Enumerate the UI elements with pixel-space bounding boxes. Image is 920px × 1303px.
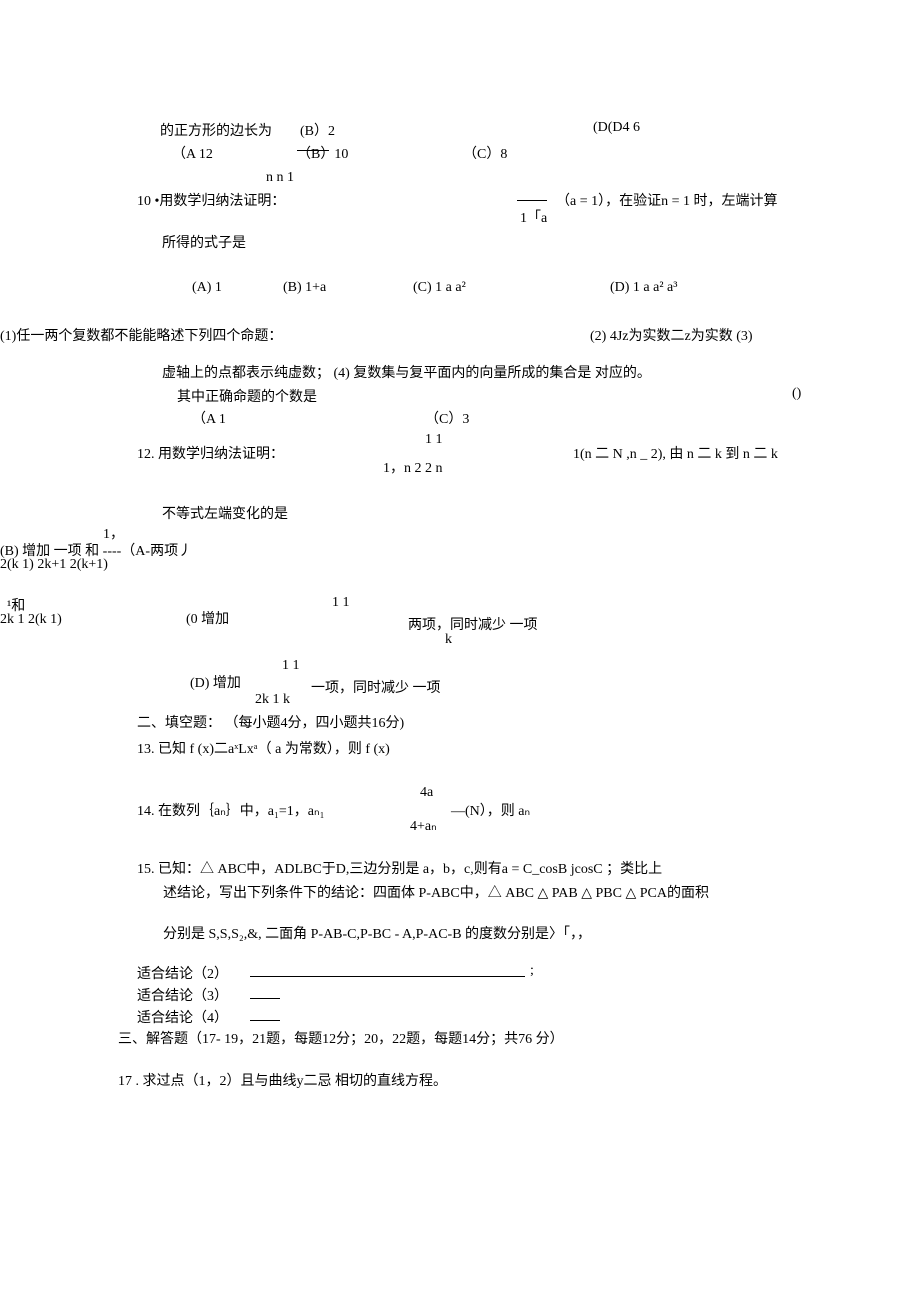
q10-stem-b: （a = 1），在验证n = 1 时，左端计算 bbox=[556, 190, 778, 210]
q10-stem-a: 10 •用数学归纳法证明： bbox=[137, 190, 285, 210]
q11-stem-right: (2) 4Jz为实数二z为实数 (3) bbox=[590, 325, 753, 345]
q15-line3: 分别是 S,S,S₂,&, 二面角 P-AB-C,P-BC - A,P-AC-B… bbox=[163, 923, 591, 943]
q12-opt-b-sub: 2(k 1) 2k+1 2(k+1) bbox=[0, 557, 108, 573]
section3-heading: 三、解答题（17- 19，21题，每题12分；20，22题，每题14分；共76 … bbox=[118, 1028, 564, 1048]
q15-line2: 述结论，写出下列条件下的结论：四面体 P-ABC中，△ ABC △ PAB △ … bbox=[163, 882, 709, 902]
q9-sub-expr: n n 1 bbox=[266, 170, 294, 186]
q15-fit3-label: 适合结论（3） bbox=[137, 985, 228, 1005]
q11-line3: 其中正确命题的个数是 bbox=[177, 386, 317, 406]
section2-heading: 二、填空题： （每小题4分，四小题共16分) bbox=[137, 712, 404, 732]
q12-opt-d: (D) 增加 bbox=[190, 672, 241, 692]
q15-fit3-blank bbox=[250, 985, 280, 999]
q14-numerator: 4a bbox=[420, 785, 433, 801]
q12-row2-b: 2k 1 2(k 1) bbox=[0, 612, 62, 628]
q11-opt-a: （A 1 bbox=[192, 408, 226, 428]
q14-denom: 4+aₙ bbox=[410, 818, 437, 835]
q14-mid: ―(N），则 aₙ bbox=[451, 800, 530, 820]
q12-opt-c-num: 1 1 bbox=[332, 595, 350, 611]
q17-text: 17 . 求过点（1，2）且与曲线y二忌 相切的直线方程。 bbox=[118, 1070, 447, 1090]
q11-opt-c: （C）3 bbox=[425, 408, 469, 428]
q11-line2: 虚轴上的点都表示纯虚数； (4) 复数集与复平面内的向量所成的集合是 对应的。 bbox=[162, 362, 651, 382]
q12-line2: 不等式左端变化的是 bbox=[162, 503, 288, 523]
q9-opt-b: （B）10 bbox=[297, 143, 348, 163]
q13-text: 13. 已知 f (x)二aˣLxᵃ（ a 为常数），则 f (x) bbox=[137, 738, 390, 758]
q12-opt-d-sub: 2k 1 k bbox=[255, 692, 290, 708]
q15-line1: 15. 已知：△ ABC中，ADLBC于D,三边分别是 a，b，c,则有a = … bbox=[137, 858, 662, 878]
q12-opt-c: (0 增加 bbox=[186, 608, 229, 628]
q10-opt-c: (C) 1 a a² bbox=[413, 280, 466, 296]
q15-fit2-semi: ; bbox=[530, 963, 534, 979]
q12-opt-c-k: k bbox=[445, 632, 452, 648]
q12-opt-d-tail: 一项，同时减少 一项 bbox=[311, 677, 441, 697]
q15-fit2-label: 适合结论（2） bbox=[137, 963, 228, 983]
fraction-line-1 bbox=[297, 150, 329, 151]
q10-opt-d: (D) 1 a a² a³ bbox=[610, 280, 677, 296]
q12-numexpr: 1 1 bbox=[425, 432, 443, 448]
q15-fit4-label: 适合结论（4） bbox=[137, 1007, 228, 1027]
q9-opt-d-top: (D(D4 6 bbox=[593, 120, 640, 136]
q10-sub-expr: 1「a bbox=[520, 207, 547, 227]
q9-opt-a: （A 12 bbox=[172, 143, 213, 163]
q10-opt-b: (B) 1+a bbox=[283, 280, 326, 296]
q15-fit4-blank bbox=[250, 1007, 280, 1021]
fraction-line-2 bbox=[517, 200, 547, 201]
q15-fit2-blank bbox=[250, 963, 525, 977]
q9-opt-b-top: (B）2 bbox=[300, 120, 335, 140]
q10-opt-a: (A) 1 bbox=[192, 280, 222, 296]
q12-stem-c: 1(n 二 N ,n _ 2), 由 n 二 k 到 n 二 k bbox=[573, 443, 778, 463]
q11-paren: () bbox=[792, 386, 801, 402]
q12-stem-a: 12. 用数学归纳法证明： bbox=[137, 443, 284, 463]
q12-denom: 1，n 2 2 n bbox=[383, 457, 443, 477]
q12-opt-d-num: 1 1 bbox=[282, 658, 300, 674]
q9-opt-c: （C）8 bbox=[463, 143, 507, 163]
q12-opt-c-tail: 两项，同时减少 一项 bbox=[408, 614, 538, 634]
q11-stem-left: (1)任一两个复数都不能能略述下列四个命题： bbox=[0, 325, 282, 345]
q10-stem-c: 所得的式子是 bbox=[162, 232, 246, 252]
q14-stem: 14. 在数列｛aₙ｝中，a₁=1，aₙ₁ bbox=[137, 800, 324, 820]
q9-text-1: 的正方形的边长为 bbox=[160, 120, 272, 140]
